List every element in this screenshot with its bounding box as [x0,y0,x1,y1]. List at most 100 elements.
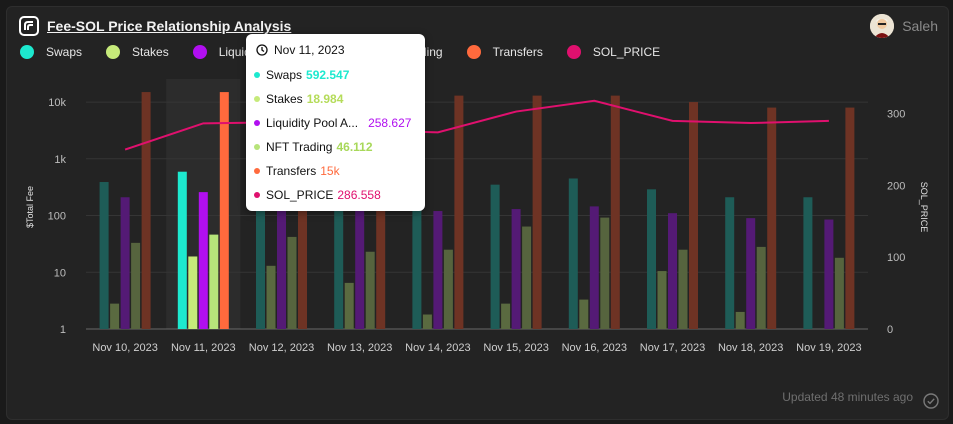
clock-icon [256,44,268,56]
bar-nft [600,217,610,329]
line-sol-price [124,99,829,151]
tooltip-label-transfers: Transfers [266,164,317,178]
bar-swaps [725,197,735,329]
updated-timestamp: Updated 48 minutes ago [782,390,913,404]
x-tick-label: Nov 11, 2023 [171,342,236,354]
tooltip-label-swaps: Swaps [266,68,303,82]
bar-swaps [412,189,422,329]
bar-transfers [376,95,386,329]
bar-nft [131,242,141,329]
legend-item-sol-price[interactable]: SOL_PRICE [566,45,661,59]
bar-nft [678,249,688,329]
tooltip-row-lp: Liquidity Pool A... 258.627 [254,116,411,130]
bar-stakes [422,314,432,329]
tooltip-dot-nft [254,144,260,150]
tooltip-value-transfers: 15k [320,164,340,178]
user-profile[interactable]: Saleh [870,14,938,38]
y-tick-label: 100 [48,211,66,223]
x-tick-label: Nov 12, 2023 [249,342,314,354]
tooltip-dot-sol-price [254,192,260,198]
avatar[interactable] [870,14,895,38]
bar-stakes [344,282,354,329]
bar-transfers [532,95,542,329]
check-circle-icon[interactable] [923,393,939,409]
x-tick-label: Nov 14, 2023 [405,342,470,354]
bar-nft [834,257,844,329]
bar-stakes [110,303,120,329]
chart-tooltip: Nov 11, 2023 Swaps 592.547 Stakes 18.984… [246,34,425,211]
tooltip-label-sol-price: SOL_PRICE [266,188,334,202]
bar-swaps [177,171,187,329]
bar-nft [756,246,766,329]
legend-dot-stakes [106,45,121,59]
y2-tick-label: 200 [887,180,905,192]
bar-lp [589,206,599,329]
bar-lp [433,211,443,329]
bar-stakes [188,256,198,329]
title-area: Fee-SOL Price Relationship Analysis [19,16,291,36]
bar-swaps [568,178,578,329]
bar-swaps [334,188,344,329]
tooltip-date: Nov 11, 2023 [274,43,345,57]
bar-lp [198,192,208,329]
tooltip-row-nft: NFT Trading 46.112 [254,140,373,154]
dashboard-logo-icon [19,16,39,36]
bar-stakes [657,271,667,329]
avatar-portrait-icon [870,14,895,38]
legend-item-stakes[interactable]: Stakes [106,45,169,59]
bar-lp [120,197,130,329]
username: Saleh [902,18,938,34]
tooltip-value-sol-price: 286.558 [337,188,381,202]
bar-nft [209,234,219,329]
bar-stakes [579,299,589,329]
bar-stakes [266,265,276,329]
bar-nft [365,251,375,329]
bar-swaps [647,189,656,329]
y2-tick-label: 0 [887,324,893,336]
bar-transfers [767,107,777,329]
tooltip-value-nft: 46.112 [336,140,373,154]
chart-title[interactable]: Fee-SOL Price Relationship Analysis [47,18,292,34]
y2-axis-title: SOL_PRICE [919,182,929,233]
tooltip-dot-stakes [254,96,260,102]
tooltip-row-transfers: Transfers 15k [254,164,340,178]
bar-transfers [845,107,855,329]
bar-lp [277,196,286,329]
chart-card: Fee-SOL Price Relationship Analysis Sale… [6,6,949,420]
bar-stakes [735,311,745,329]
y-tick-label: 1 [60,324,66,336]
x-tick-label: Nov 13, 2023 [327,342,392,354]
x-tick-label: Nov 15, 2023 [483,342,548,354]
tooltip-header: Nov 11, 2023 [256,43,345,57]
bar-transfers [141,92,151,329]
bar-swaps [803,197,813,329]
y-tick-label: 1k [54,154,66,166]
bar-nft [287,236,297,329]
tooltip-row-swaps: Swaps 592.547 [254,68,349,82]
tooltip-dot-transfers [254,168,260,174]
legend-label-stakes: Stakes [132,45,169,59]
tooltip-label-lp: Liquidity Pool A... [266,116,359,130]
tooltip-row-stakes: Stakes 18.984 [254,92,343,106]
tooltip-dot-swaps [254,72,260,78]
bar-swaps [256,186,265,329]
bar-transfers [219,92,229,329]
bar-lp [746,218,756,329]
bar-stakes [501,303,511,329]
tooltip-value-swaps: 592.547 [306,68,350,82]
legend-item-transfers[interactable]: Transfers [466,45,543,59]
bar-swaps [99,182,109,329]
legend-label-swaps: Swaps [46,45,83,59]
legend-item-swaps[interactable]: Swaps [20,45,82,59]
legend-label-sol-price: SOL_PRICE [592,45,661,59]
legend-dot-transfers [466,45,481,59]
tooltip-value-stakes: 18.984 [306,92,344,106]
y-tick-label: 10k [48,97,66,109]
y2-tick-label: 300 [887,109,905,121]
tooltip-dot-lp [254,120,260,126]
legend-label-transfers: Transfers [492,45,543,59]
legend-dot-lp [192,45,207,59]
bar-lp [668,213,677,329]
x-tick-label: Nov 16, 2023 [562,342,627,354]
